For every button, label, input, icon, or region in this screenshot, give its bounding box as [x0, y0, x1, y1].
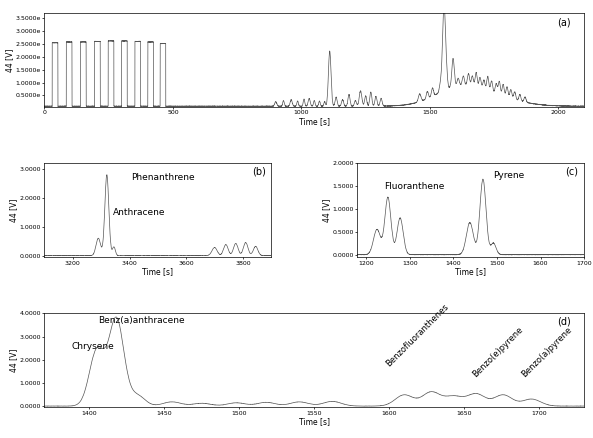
X-axis label: Time [s]: Time [s]	[455, 267, 486, 276]
X-axis label: Time [s]: Time [s]	[299, 417, 330, 426]
Text: (d): (d)	[557, 316, 570, 326]
Y-axis label: 44 [V]: 44 [V]	[9, 198, 18, 222]
X-axis label: Time [s]: Time [s]	[299, 117, 330, 126]
Text: Chrysene: Chrysene	[71, 342, 114, 351]
Text: Benz(a)anthracene: Benz(a)anthracene	[98, 316, 185, 325]
Text: (c): (c)	[566, 166, 578, 176]
Text: Pyrene: Pyrene	[493, 171, 525, 180]
Y-axis label: 44 [V]: 44 [V]	[9, 349, 18, 372]
Text: (b): (b)	[251, 166, 266, 176]
Text: Anthracene: Anthracene	[113, 208, 165, 217]
Text: Benzo(e)pyrene: Benzo(e)pyrene	[471, 325, 525, 379]
Y-axis label: 44 [V]: 44 [V]	[5, 48, 14, 72]
Text: Phenanthrene: Phenanthrene	[130, 173, 195, 182]
Text: Benzo(a)pyrene: Benzo(a)pyrene	[519, 325, 573, 379]
X-axis label: Time [s]: Time [s]	[142, 267, 173, 276]
Y-axis label: 44 [V]: 44 [V]	[322, 198, 331, 222]
Text: (a): (a)	[557, 18, 570, 28]
Text: Benzofluoranthenes: Benzofluoranthenes	[384, 302, 451, 368]
Text: Fluoranthene: Fluoranthene	[385, 182, 445, 191]
